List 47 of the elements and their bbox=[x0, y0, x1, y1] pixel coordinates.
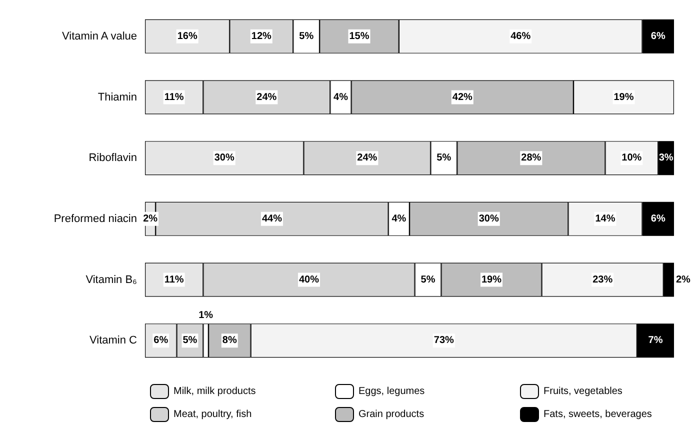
legend-label: Meat, poultry, fish bbox=[174, 409, 252, 420]
data-label: 6% bbox=[650, 213, 666, 224]
y-tick-label: Vitamin B₆ bbox=[86, 274, 137, 286]
data-label: 24% bbox=[357, 152, 378, 164]
data-label: 5% bbox=[299, 30, 314, 42]
y-tick-label: Preformed niacin bbox=[54, 212, 137, 225]
data-label: 73% bbox=[434, 335, 454, 346]
data-label: 8% bbox=[222, 335, 237, 346]
data-label: 30% bbox=[214, 152, 234, 164]
y-tick-label: Thiamin bbox=[98, 91, 137, 104]
data-label: 16% bbox=[177, 30, 198, 42]
y-tick-label: Vitamin C bbox=[90, 334, 138, 347]
data-label: 19% bbox=[614, 92, 634, 103]
data-label: 11% bbox=[164, 274, 184, 286]
data-label: 5% bbox=[420, 274, 436, 286]
data-label: 4% bbox=[392, 213, 406, 224]
data-label: 6% bbox=[154, 335, 168, 346]
data-label: 24% bbox=[256, 92, 277, 103]
data-label: 1% bbox=[198, 310, 214, 322]
data-label: 5% bbox=[436, 152, 452, 164]
data-label: 40% bbox=[298, 274, 320, 286]
data-label: 30% bbox=[478, 213, 499, 224]
data-label: 14% bbox=[595, 213, 616, 224]
data-label: 42% bbox=[452, 92, 473, 103]
data-label: 28% bbox=[521, 152, 542, 164]
data-label: 7% bbox=[648, 335, 663, 346]
y-tick-label: Riboflavin bbox=[88, 152, 137, 164]
y-tick-label: Vitamin A value bbox=[62, 30, 137, 42]
legend-label: Fats, sweets, beverages bbox=[544, 409, 652, 420]
legend-label: Eggs, legumes bbox=[358, 386, 425, 397]
data-label: 44% bbox=[262, 213, 282, 224]
data-label: 5% bbox=[182, 335, 198, 346]
data-label: 6% bbox=[650, 30, 666, 42]
data-label: 19% bbox=[481, 274, 502, 286]
data-label: 23% bbox=[592, 274, 613, 286]
data-label: 15% bbox=[349, 30, 370, 42]
data-label: 2% bbox=[143, 213, 158, 224]
data-label: 3% bbox=[658, 152, 674, 164]
legend-label: Grain products bbox=[358, 409, 424, 420]
legend-label: Milk, milk products bbox=[174, 386, 256, 397]
data-label: 11% bbox=[164, 92, 184, 103]
data-label: 12% bbox=[251, 30, 272, 42]
legend-label: Fruits, vegetables bbox=[544, 386, 622, 397]
data-label: 10% bbox=[622, 152, 642, 164]
data-label: 46% bbox=[510, 30, 531, 42]
data-label: 4% bbox=[334, 92, 348, 103]
data-label: 2% bbox=[676, 274, 691, 286]
